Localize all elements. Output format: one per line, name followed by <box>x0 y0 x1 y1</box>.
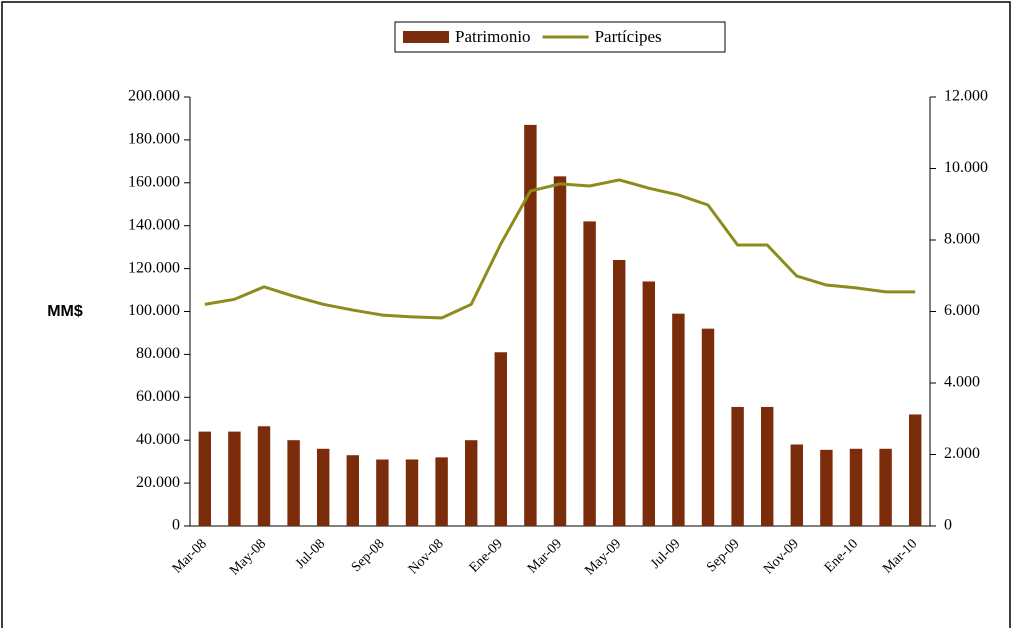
y2-tick-label: 2.000 <box>944 445 980 462</box>
bar <box>524 124 537 526</box>
x-tick-label: Nov-08 <box>406 536 447 577</box>
legend-label: Partícipes <box>595 27 662 46</box>
x-tick-label: Jul-09 <box>648 536 683 571</box>
y-axis-label: MM$ <box>47 303 83 320</box>
y2-tick-label: 8.000 <box>944 231 980 248</box>
bar <box>908 414 922 526</box>
x-tick-label: Mar-08 <box>170 536 210 576</box>
bar <box>612 260 626 526</box>
y-tick-label: 180.000 <box>128 131 180 148</box>
y-tick-label: 120.000 <box>128 259 180 276</box>
bar <box>287 440 300 526</box>
bar <box>642 281 656 526</box>
y2-tick-label: 0 <box>944 517 952 534</box>
y2-tick-label: 12.000 <box>944 88 988 105</box>
x-tick-label: Mar-10 <box>880 536 920 576</box>
x-tick-label: Nov-09 <box>761 536 802 577</box>
bar <box>583 221 596 526</box>
bar <box>849 448 863 526</box>
y-tick-label: 200.000 <box>128 88 180 105</box>
bar <box>760 406 774 526</box>
bar <box>731 406 744 526</box>
y2-tick-label: 10.000 <box>944 159 988 176</box>
x-tick-label: Sep-09 <box>704 536 743 575</box>
bar <box>790 444 804 526</box>
bar <box>672 313 685 526</box>
x-tick-label: May-08 <box>227 536 269 578</box>
legend-label: Patrimonio <box>455 27 531 46</box>
bar <box>376 459 389 526</box>
y-tick-label: 0 <box>172 517 180 534</box>
x-tick-label: May-09 <box>582 536 624 578</box>
y2-tick-label: 6.000 <box>944 302 980 319</box>
line <box>204 178 916 320</box>
x-tick-label: Ene-09 <box>467 536 506 575</box>
y2-tick-label: 4.000 <box>944 374 980 391</box>
bar <box>553 176 567 527</box>
x-tick-label: Ene-10 <box>822 536 861 575</box>
bar <box>228 431 241 526</box>
y-tick-label: 140.000 <box>128 216 180 233</box>
y-tick-label: 40.000 <box>136 431 180 448</box>
y-tick-label: 20.000 <box>136 474 180 491</box>
bar <box>405 459 419 526</box>
bar <box>316 448 330 526</box>
bar <box>879 448 892 526</box>
bar <box>346 455 360 526</box>
y-tick-label: 160.000 <box>128 173 180 190</box>
bar <box>820 449 833 526</box>
bar <box>494 352 508 526</box>
x-tick-label: Jul-08 <box>293 536 328 571</box>
x-tick-label: Mar-09 <box>525 536 565 576</box>
bar <box>701 328 715 526</box>
x-tick-label: Sep-08 <box>349 536 388 575</box>
legend-swatch <box>403 31 449 43</box>
bar <box>464 440 478 526</box>
y-tick-label: 100.000 <box>128 302 180 319</box>
bar <box>435 457 448 526</box>
y-tick-label: 60.000 <box>136 388 180 405</box>
bar <box>198 431 212 526</box>
bar <box>257 426 271 526</box>
y-tick-label: 80.000 <box>136 345 180 362</box>
